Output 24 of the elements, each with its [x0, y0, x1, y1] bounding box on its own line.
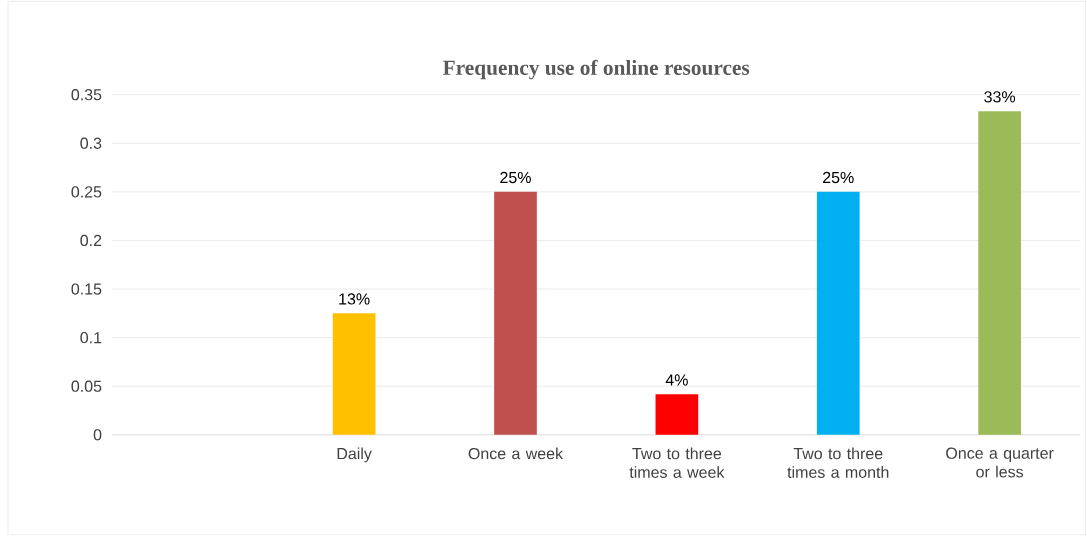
- x-tick-label: Once a week: [468, 447, 564, 460]
- data-label: 13%: [339, 293, 370, 305]
- data-label: 25%: [500, 171, 531, 184]
- bar: [816, 191, 860, 435]
- x-tick-label: Two to three times a week: [629, 447, 725, 478]
- x-tick-label: Daily: [337, 447, 372, 463]
- bar: [655, 394, 699, 435]
- data-label: 4%: [665, 374, 688, 386]
- bar: [978, 111, 1021, 435]
- y-tick-label: 0.15: [71, 283, 102, 295]
- y-tick-label: 0.35: [71, 88, 102, 101]
- bar: [494, 191, 537, 435]
- y-tick-label: 0.3: [80, 137, 102, 149]
- data-label: 25%: [823, 171, 854, 184]
- y-tick-label: 0.05: [71, 380, 102, 392]
- y-tick-label: 0: [93, 429, 102, 441]
- y-tick-label: 0.25: [71, 186, 102, 198]
- y-tick-label: 0.2: [80, 234, 102, 247]
- bar: [332, 313, 376, 435]
- x-tick-label: Two to three times a month: [787, 447, 889, 478]
- data-label: 33%: [984, 91, 1016, 103]
- x-tick-label: Once a quarter or less: [946, 447, 1054, 478]
- y-tick-label: 0.1: [80, 331, 102, 344]
- chart-title: Frequency use of online resources: [443, 59, 750, 80]
